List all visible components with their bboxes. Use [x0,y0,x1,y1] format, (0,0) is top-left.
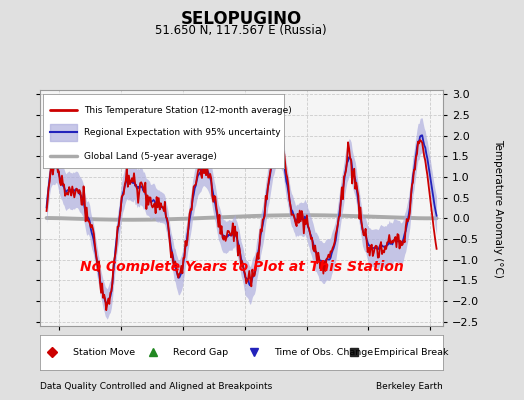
Text: Record Gap: Record Gap [173,348,228,357]
Text: Data Quality Controlled and Aligned at Breakpoints: Data Quality Controlled and Aligned at B… [40,382,272,391]
Text: This Temperature Station (12-month average): This Temperature Station (12-month avera… [84,106,292,115]
Text: 51.650 N, 117.567 E (Russia): 51.650 N, 117.567 E (Russia) [155,24,327,37]
Text: SELOPUGINO: SELOPUGINO [180,10,302,28]
Text: Station Move: Station Move [72,348,135,357]
Text: Time of Obs. Change: Time of Obs. Change [274,348,373,357]
Text: Empirical Break: Empirical Break [374,348,449,357]
Text: Global Land (5-year average): Global Land (5-year average) [84,152,217,161]
Y-axis label: Temperature Anomaly (°C): Temperature Anomaly (°C) [493,138,503,278]
Text: Regional Expectation with 95% uncertainty: Regional Expectation with 95% uncertaint… [84,128,280,137]
Text: No Complete Years to Plot at This Station: No Complete Years to Plot at This Statio… [80,260,403,274]
Text: Berkeley Earth: Berkeley Earth [376,382,443,391]
